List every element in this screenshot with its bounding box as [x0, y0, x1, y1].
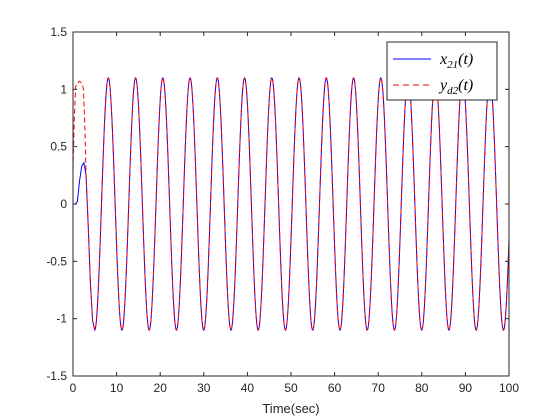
x-tick-label: 10	[110, 381, 124, 395]
x-tick-label: 50	[284, 381, 298, 395]
y-tick-label: 1	[60, 82, 67, 96]
legend: x21(t) yd2(t)	[386, 41, 498, 101]
x-tick-label: 0	[70, 381, 77, 395]
x-tick-label: 90	[459, 381, 473, 395]
series-layer	[72, 77, 510, 332]
y-tick-label: 0.5	[50, 140, 67, 154]
x-tick-label: 20	[154, 381, 168, 395]
x-tick-label: 60	[328, 381, 342, 395]
x-tick-label: 30	[197, 381, 211, 395]
x-tick-label: 40	[241, 381, 255, 395]
y-tick-label: 0	[60, 197, 67, 211]
x-tick-label: 80	[415, 381, 429, 395]
x-tick-label: 70	[372, 381, 386, 395]
y-tick-label: -1.5	[46, 369, 67, 383]
x-tick-label: 100	[499, 381, 519, 395]
x-axis-label: Time(sec)	[262, 401, 319, 416]
y-tick-label: 1.5	[50, 25, 67, 39]
legend-label-yd2: yd2(t)	[438, 77, 473, 97]
legend-box	[386, 41, 498, 101]
series-line-yd2	[72, 77, 510, 332]
y-tick-label: -0.5	[46, 254, 67, 268]
ticks-layer: 0 10 20 30 40 50 60 70 80 90 100 -1.5 -1 -0.5 0 0.5 1 1.5	[46, 25, 519, 395]
legend-label-x21: x21(t)	[439, 51, 473, 71]
y-tick-label: -1	[56, 312, 67, 326]
